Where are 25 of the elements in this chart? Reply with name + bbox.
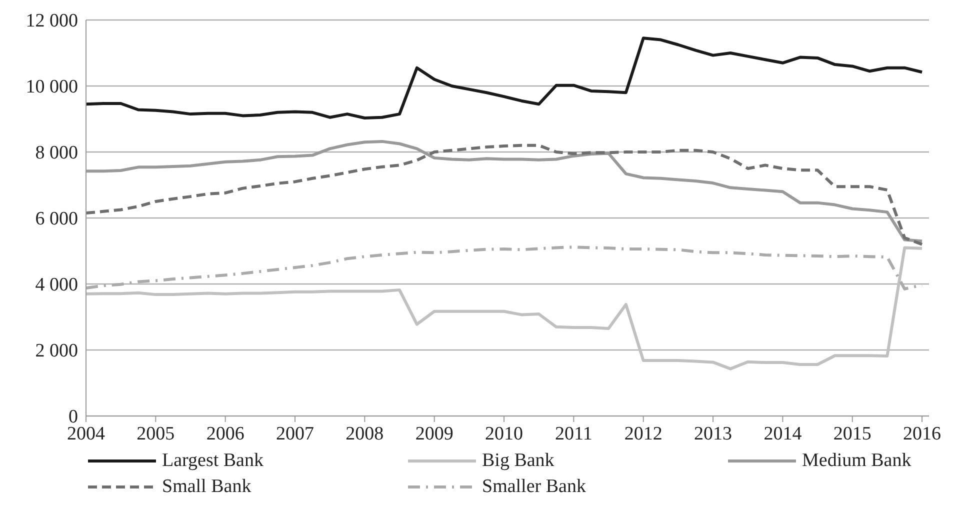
- legend-label: Smaller Bank: [482, 476, 586, 498]
- x-tick-label: 2015: [833, 423, 872, 444]
- x-tick-label: 2008: [346, 423, 384, 444]
- y-tick-label: 2 000: [35, 340, 78, 362]
- legend-label: Medium Bank: [802, 450, 912, 472]
- x-tick-label: 2006: [206, 423, 244, 444]
- y-tick-label: 6 000: [35, 208, 78, 230]
- line-series: [86, 36, 924, 120]
- x-tick-label: 2014: [764, 423, 802, 444]
- y-tick-label: 10 000: [26, 76, 78, 98]
- legend-label: Small Bank: [162, 476, 252, 498]
- line-series: [86, 246, 924, 370]
- x-tick-label: 2005: [136, 423, 175, 444]
- x-tick-label: 2011: [555, 423, 592, 444]
- x-tick-label: 2016: [903, 423, 942, 444]
- x-tick-label: 2009: [415, 423, 454, 444]
- legend-label: Big Bank: [482, 450, 554, 472]
- y-tick-label: 12 000: [26, 10, 78, 32]
- x-tick-label: 2010: [485, 423, 524, 444]
- x-tick-label: 2013: [694, 423, 732, 444]
- x-tick-label: 2012: [624, 423, 662, 444]
- y-tick-label: 4 000: [35, 274, 78, 296]
- y-tick-label: 8 000: [35, 142, 78, 164]
- legend-label: Largest Bank: [162, 450, 264, 472]
- x-tick-label: 2007: [276, 423, 314, 444]
